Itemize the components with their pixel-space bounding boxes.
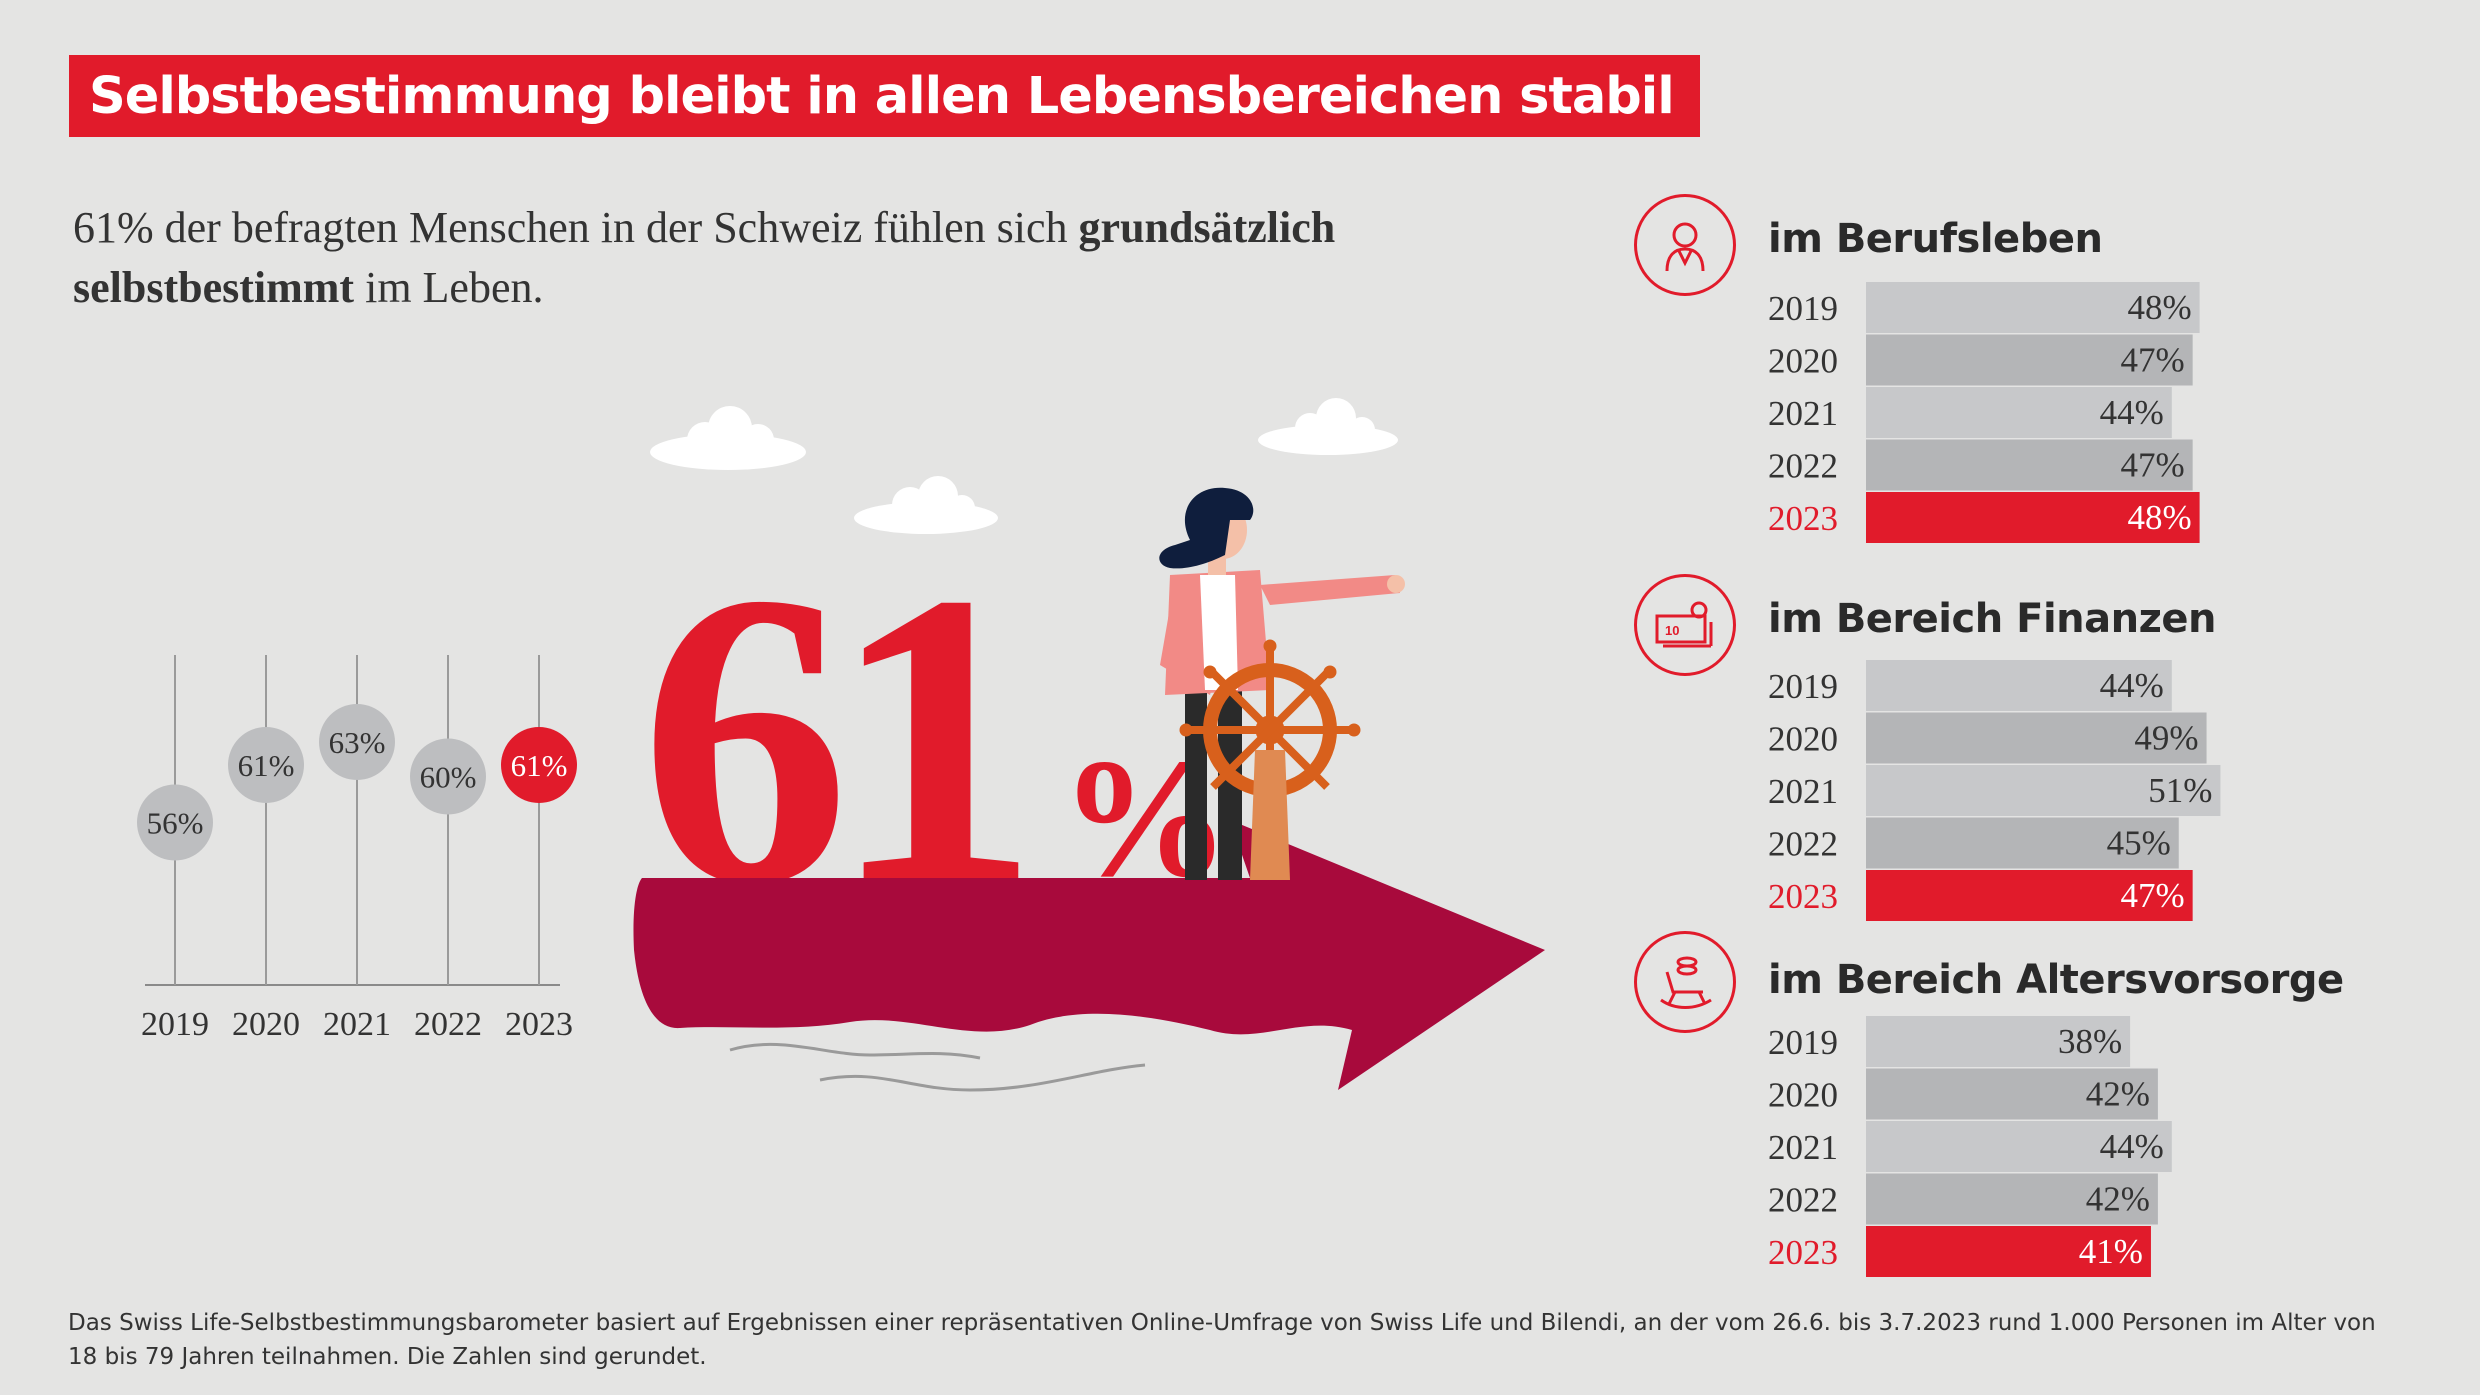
- section-title-finanzen: im Bereich Finanzen: [1768, 596, 2216, 642]
- bar-value-label: 47%: [2120, 446, 2184, 485]
- bar-value-label: 45%: [2107, 824, 2171, 863]
- lollipop-value-label: 56%: [147, 806, 204, 841]
- bar-year-label: 2021: [1768, 394, 1838, 433]
- bar-year-label: 2023: [1768, 877, 1838, 916]
- bar-chart-berufsleben: 2019 48% 2020 47% 2021 44% 2022 47% 2023 48%: [1768, 282, 2200, 543]
- bar-year-label: 2020: [1768, 342, 1838, 381]
- bar-year-label: 2019: [1768, 289, 1838, 328]
- bar: [1866, 282, 2200, 333]
- bar-value-label: 41%: [2079, 1232, 2143, 1271]
- bar-value-label: 49%: [2134, 719, 2198, 758]
- bar: [1866, 492, 2200, 543]
- wave-line: [729, 1042, 981, 1060]
- bar-year-label: 2022: [1768, 1181, 1838, 1220]
- bar-value-label: 48%: [2127, 498, 2191, 537]
- lollipop-value-label: 61%: [511, 748, 568, 783]
- lollipop-chart: 56% 2019 61% 2020 63% 2021 60% 2022 61% 2023: [137, 655, 577, 1043]
- banknote-icon: 10: [1634, 574, 1736, 676]
- footnote: Das Swiss Life-Selbstbestimmungsbaromete…: [68, 1310, 2376, 1370]
- bar-value-label: 48%: [2127, 288, 2191, 327]
- bar: [1866, 334, 2193, 386]
- lollipop-dot: [137, 784, 213, 861]
- page-title: Selbstbestimmung bleibt in allen Lebensb…: [89, 66, 1675, 126]
- bar-year-label: 2022: [1768, 447, 1838, 486]
- bar: [1866, 765, 2221, 816]
- bar-year-label: 2022: [1768, 825, 1838, 864]
- bar: [1866, 712, 2207, 764]
- bar-value-label: 44%: [2100, 666, 2164, 705]
- intro-text-regular: 61% der befragten Menschen in der Schwei…: [73, 203, 1079, 252]
- cloud-icon: [1258, 398, 1398, 455]
- title-banner: Selbstbestimmung bleibt in allen Lebensb…: [69, 55, 1700, 137]
- bar-value-label: 47%: [2120, 876, 2184, 915]
- lollipop-year-label: 2023: [505, 1006, 573, 1043]
- bar: [1866, 1068, 2158, 1120]
- bar: [1866, 439, 2193, 491]
- bar-chart-finanzen: 2019 44% 2020 49% 2021 51% 2022 45% 2023 47%: [1768, 660, 2221, 921]
- lollipop-year-label: 2019: [141, 1006, 209, 1043]
- bar: [1866, 1016, 2131, 1067]
- lollipop-dot: [410, 738, 486, 815]
- bar-year-label: 2023: [1768, 499, 1838, 538]
- bar: [1866, 870, 2193, 921]
- cloud-icon: [650, 406, 806, 470]
- bar-value-label: 42%: [2086, 1075, 2150, 1114]
- svg-text:10: 10: [1665, 623, 1679, 638]
- lollipop-value-label: 63%: [329, 725, 386, 760]
- intro-text-bold: grundsätzlich selbstbestimmt: [73, 203, 1336, 312]
- cloud-icon: [854, 476, 998, 534]
- bar-year-label: 2023: [1768, 1233, 1838, 1272]
- bar-year-label: 2020: [1768, 720, 1838, 759]
- lollipop-value-label: 61%: [238, 748, 295, 783]
- lollipop-year-label: 2020: [232, 1006, 300, 1043]
- person-icon: [1634, 194, 1736, 296]
- bar-year-label: 2021: [1768, 1128, 1838, 1167]
- bar-value-label: 47%: [2120, 341, 2184, 380]
- bar: [1866, 1226, 2151, 1277]
- bar: [1866, 660, 2172, 711]
- illustration: 61 %: [633, 398, 1545, 1092]
- lollipop-year-label: 2022: [414, 1006, 482, 1043]
- rocking-chair-icon: [1634, 931, 1736, 1033]
- lollipop-dot: [228, 727, 304, 803]
- bar: [1866, 817, 2179, 869]
- wave-line: [819, 1063, 1146, 1092]
- bar-value-label: 44%: [2100, 393, 2164, 432]
- lollipop-dot: [501, 727, 577, 803]
- bar-value-label: 44%: [2100, 1127, 2164, 1166]
- wheel-post: [1250, 750, 1290, 880]
- bar: [1866, 387, 2172, 438]
- arrow-icon: [633, 820, 1545, 1090]
- lollipop-value-label: 60%: [420, 760, 477, 795]
- bar-year-label: 2019: [1768, 667, 1838, 706]
- section-title-berufsleben: im Berufsleben: [1768, 216, 2103, 262]
- intro-text-end: im Leben.: [354, 263, 544, 312]
- intro-text: 61% der befragten Menschen in der Schwei…: [73, 198, 1533, 318]
- bar-value-label: 51%: [2148, 771, 2212, 810]
- lollipop-dot: [319, 704, 395, 780]
- section-title-altersvorsorge: im Bereich Altersvorsorge: [1768, 957, 2344, 1003]
- bar-year-label: 2019: [1768, 1023, 1838, 1062]
- bar-chart-altersvorsorge: 2019 38% 2020 42% 2021 44% 2022 42% 2023 41%: [1768, 1016, 2172, 1277]
- bar-year-label: 2020: [1768, 1076, 1838, 1115]
- bar: [1866, 1121, 2172, 1172]
- bar: [1866, 1173, 2158, 1225]
- bar-year-label: 2021: [1768, 772, 1838, 811]
- bar-value-label: 42%: [2086, 1180, 2150, 1219]
- bar-value-label: 38%: [2058, 1022, 2122, 1061]
- lollipop-year-label: 2021: [323, 1006, 391, 1043]
